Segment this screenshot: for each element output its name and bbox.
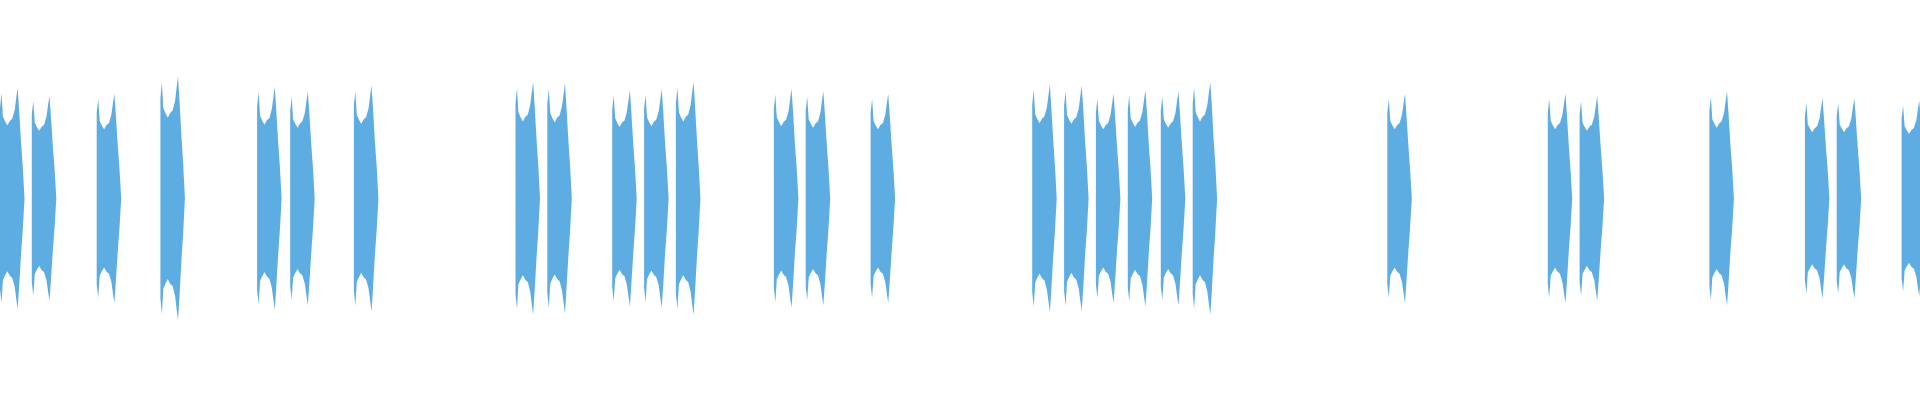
- wave-burst: [1127, 90, 1153, 307]
- wave-burst: [612, 90, 637, 307]
- wave-burst: [1192, 82, 1218, 315]
- wave-burst: [1547, 93, 1573, 304]
- wave-burst: [773, 89, 799, 308]
- wave-burst: [805, 91, 831, 306]
- wave-burst: [1901, 100, 1920, 297]
- wave-burst: [515, 82, 540, 315]
- wave-burst: [96, 93, 122, 304]
- wave-burst: [1064, 85, 1089, 312]
- wave-burst: [1387, 93, 1412, 304]
- wave-burst: [644, 89, 669, 308]
- wave-burst: [870, 93, 896, 304]
- wave-burst: [1095, 93, 1121, 304]
- wave-burst: [1579, 96, 1605, 301]
- wave-burst: [1709, 91, 1734, 306]
- wave-burst: [160, 76, 185, 321]
- wave-burst: [1836, 98, 1862, 299]
- wave-burst: [1032, 84, 1057, 313]
- wave-burst: [257, 86, 282, 310]
- wave-burst: [0, 87, 25, 309]
- wave-burst: [547, 83, 572, 314]
- wave-burst: [290, 91, 315, 306]
- wave-burst: [1160, 91, 1186, 306]
- wave-burst: [353, 85, 379, 312]
- wave-burst: [31, 96, 57, 301]
- wave-burst: [675, 82, 701, 315]
- wave-burst: [1804, 98, 1830, 299]
